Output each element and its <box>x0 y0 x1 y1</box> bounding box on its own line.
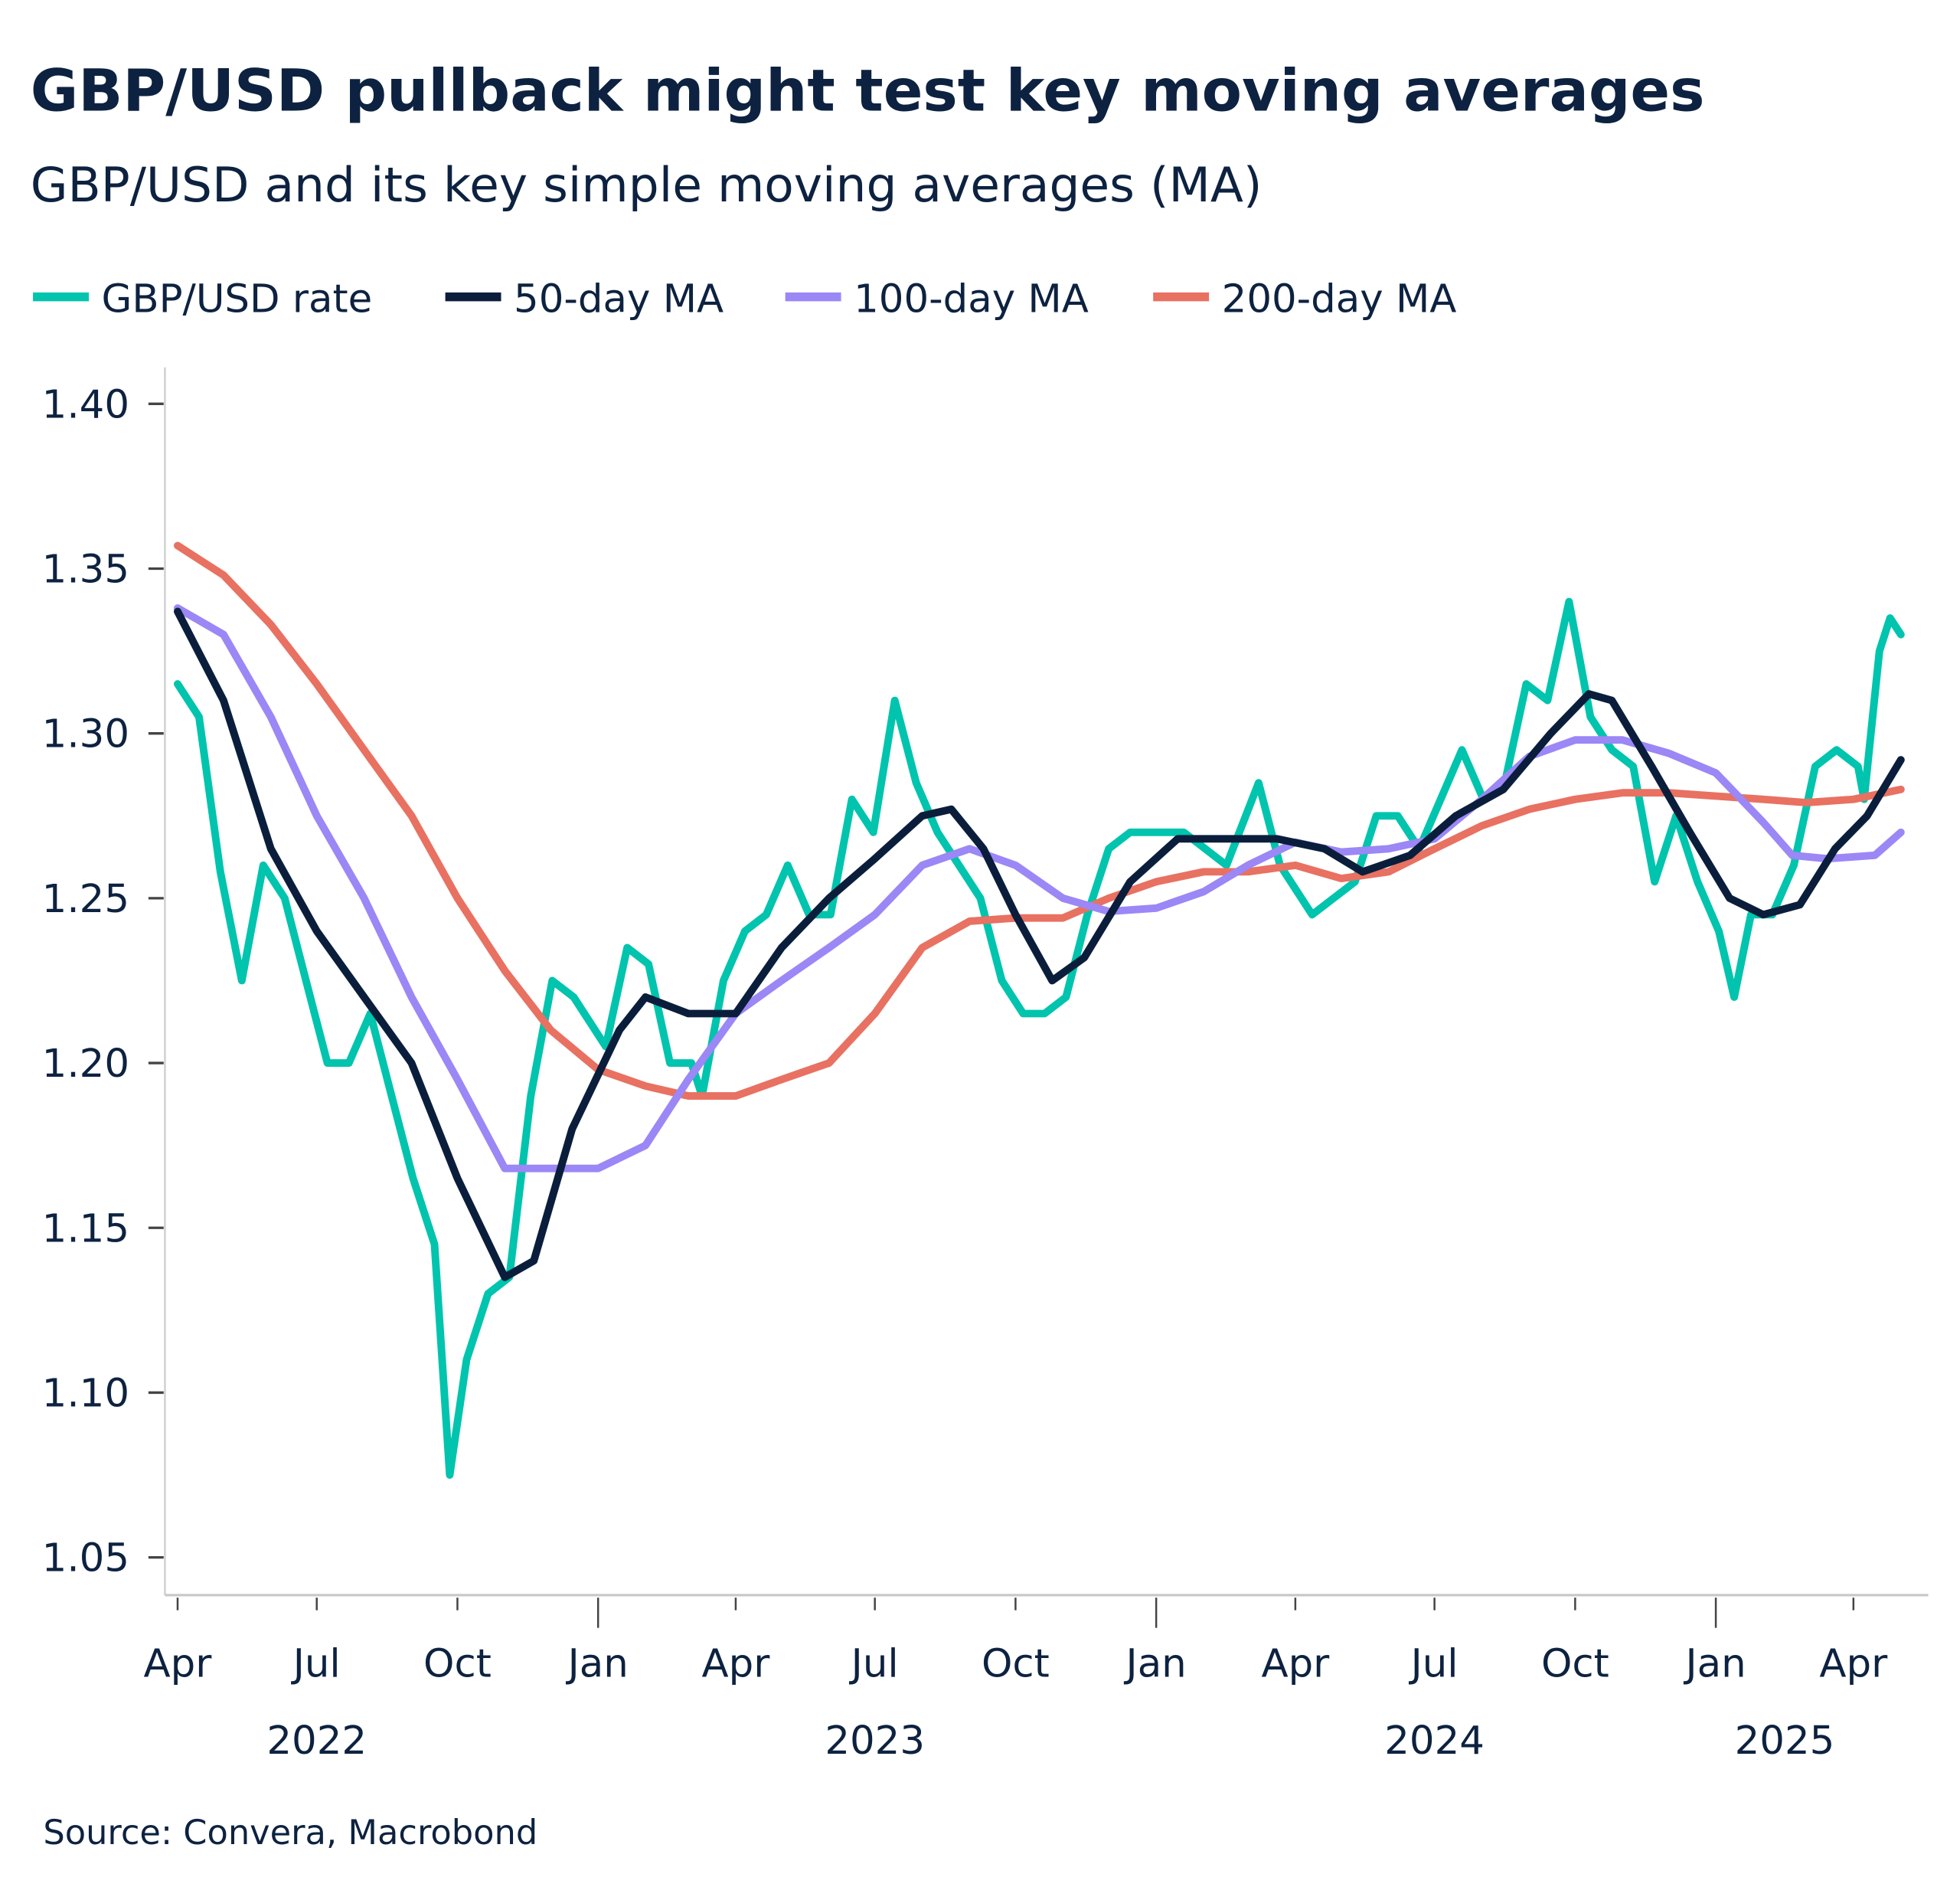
x-tick-label: Apr <box>1261 1642 1330 1687</box>
series-line-gbp-usd-rate <box>174 597 1905 1479</box>
y-tick-label: 1.10 <box>42 1372 129 1417</box>
x-tick-label: Jul <box>1409 1642 1459 1687</box>
x-tick-label: Jul <box>849 1642 899 1687</box>
x-year-label: 2023 <box>825 1719 925 1764</box>
x-tick-label: Apr <box>702 1642 771 1687</box>
y-tick-label: 1.25 <box>42 877 129 922</box>
series-line-50-day-ma <box>174 607 1905 1281</box>
x-tick-label: Oct <box>1541 1642 1609 1687</box>
x-tick-label: Oct <box>423 1642 492 1687</box>
x-year-label: 2024 <box>1384 1719 1485 1764</box>
legend-item: 100-day MA <box>785 277 1089 322</box>
chart-subtitle: GBP/USD and its key simple moving averag… <box>31 157 1263 213</box>
x-tick-label: Jan <box>1683 1642 1746 1687</box>
x-tick-label: Jan <box>1124 1642 1187 1687</box>
source-note: Source: Convera, Macrobond <box>43 1813 537 1853</box>
y-tick-label: 1.05 <box>42 1536 129 1581</box>
y-tick-label: 1.15 <box>42 1207 129 1252</box>
legend-item: GBP/USD rate <box>33 277 372 322</box>
legend-label: GBP/USD rate <box>102 277 373 322</box>
legend-item: 50-day MA <box>445 277 724 322</box>
legend-label: 200-day MA <box>1222 277 1457 322</box>
series-line-200-day-ma <box>174 541 1905 1100</box>
x-year-label: 2022 <box>266 1719 367 1764</box>
y-tick-label: 1.20 <box>42 1042 129 1087</box>
x-year-label: 2025 <box>1735 1719 1835 1764</box>
series-line-100-day-ma <box>174 604 1905 1172</box>
legend-label: 50-day MA <box>514 277 724 322</box>
legend: GBP/USD rate 50-day MA 100-day MA 200-day M… <box>33 277 1456 322</box>
x-tick-label: Apr <box>1819 1642 1888 1687</box>
x-tick-label: Jan <box>566 1642 629 1687</box>
y-axis: 1.40 1.35 1.30 1.25 1.20 1.15 1.10 1.05 <box>42 367 166 1595</box>
x-axis: Apr Jul Oct Jan Apr Jul Oct Jan Apr Jul Oct Jan Apr 2… <box>144 1594 1929 1764</box>
y-tick-label: 1.40 <box>42 383 129 428</box>
chart-title: GBP/USD pullback might test key moving a… <box>31 57 1705 125</box>
legend-label: 100-day MA <box>854 277 1089 322</box>
y-tick-label: 1.35 <box>42 548 129 593</box>
y-tick-label: 1.30 <box>42 712 129 757</box>
x-tick-label: Apr <box>144 1642 213 1687</box>
x-tick-label: Jul <box>291 1642 341 1687</box>
legend-item: 200-day MA <box>1153 277 1456 322</box>
x-tick-label: Oct <box>982 1642 1050 1687</box>
series-group <box>174 541 1905 1479</box>
